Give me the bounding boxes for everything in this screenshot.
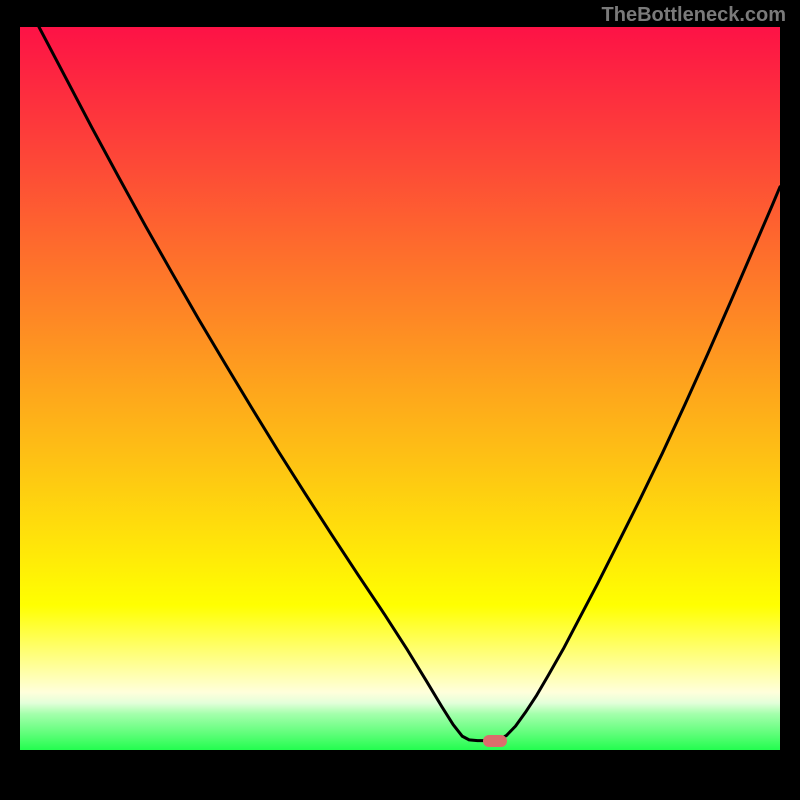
bottleneck-marker <box>483 735 507 747</box>
bottleneck-chart <box>20 27 780 780</box>
bottleneck-curve <box>20 27 780 780</box>
watermark-text: TheBottleneck.com <box>602 4 786 27</box>
